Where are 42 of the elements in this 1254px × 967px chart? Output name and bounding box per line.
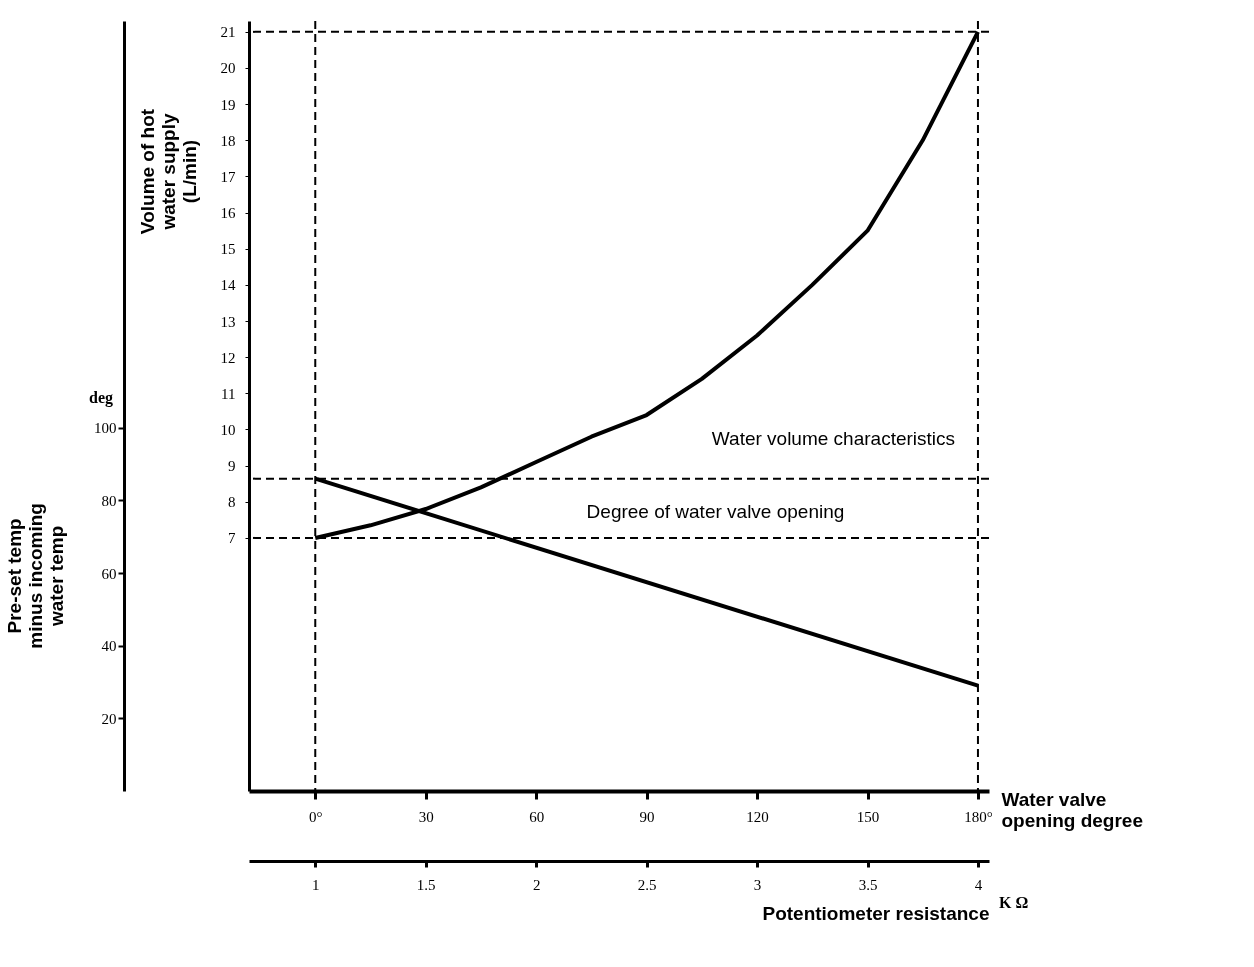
x2-tick-label: 3	[753, 876, 762, 893]
y-tick-label: 16	[220, 205, 236, 222]
x-tick-label: 60	[529, 808, 545, 825]
y-tick-label: 9	[228, 458, 236, 475]
x2-tick-label: 2	[532, 876, 541, 893]
text: Water volume characteristics	[711, 427, 956, 449]
y2-tick-label: 40	[101, 638, 117, 655]
x-tick-label: 150	[856, 808, 880, 825]
y-tick-label: 11	[221, 385, 236, 402]
y-tick-label: 18	[220, 132, 236, 149]
x2-tick-label: 2.5	[637, 876, 657, 893]
y-tick-label: 10	[220, 422, 236, 438]
y-tick-label: 21	[220, 24, 236, 41]
text: K Ω	[999, 894, 1029, 911]
y-tick-label: 8	[228, 494, 236, 511]
x2-tick-label: 3.5	[858, 876, 878, 893]
x-tick-label: 90	[639, 808, 655, 825]
x-axis-title: Water valve opening degree	[1001, 788, 1143, 831]
y-tick-label: 7	[228, 530, 236, 547]
y-tick-label: 12	[220, 349, 236, 366]
y-tick-label: 17	[220, 168, 236, 185]
y2-axis-title: Pre-set temp minus incoming water temp	[3, 503, 67, 649]
text: deg	[89, 388, 113, 407]
y2-tick-label: 20	[101, 710, 117, 727]
x2-tick-label: 1.5	[416, 876, 436, 893]
text: Degree of water valve opening	[586, 501, 845, 523]
x2-tick-label: 4	[974, 876, 983, 893]
y2-tick-label: 60	[101, 565, 117, 582]
x-tick-label: 120	[746, 808, 769, 825]
x2-tick-label: 1	[312, 876, 320, 893]
x-tick-label: 180°	[964, 808, 993, 825]
y-tick-label: 20	[220, 60, 236, 77]
y-tick-label: 19	[220, 96, 236, 113]
y2-tick-label: 80	[101, 492, 117, 509]
y-tick-label: 14	[220, 277, 236, 294]
y2-tick-label: 100	[94, 420, 117, 437]
y-tick-label: 13	[220, 313, 236, 330]
x-tick-label: 0°	[309, 808, 323, 825]
x2-axis-title: Potentiometer resistance	[762, 902, 990, 924]
y-tick-label: 15	[220, 241, 236, 258]
x-tick-label: 30	[418, 808, 434, 825]
y-axis-title: Volume of hot water supply (L/min)	[136, 108, 200, 235]
